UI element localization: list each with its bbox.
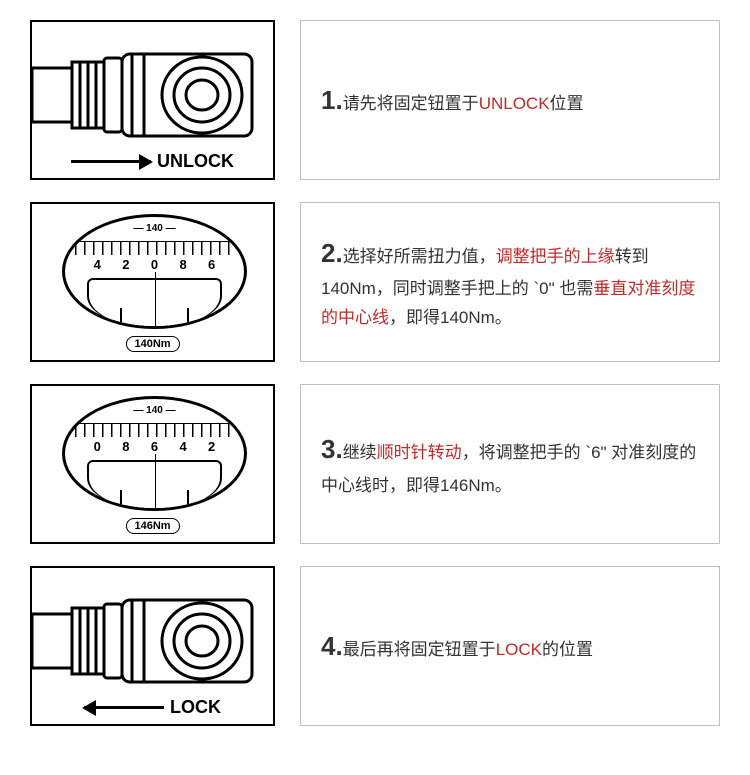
scale-digit: 6 — [208, 257, 215, 272]
highlight-text: LOCK — [496, 640, 542, 659]
highlight-text: UNLOCK — [479, 94, 550, 113]
plain-text: 请先将固定钮置于 — [343, 94, 479, 113]
scale-numbers: 4 2 0 8 6 — [65, 257, 244, 272]
step-number: 3. — [321, 434, 343, 464]
step-row: LOCK 4.最后再将固定钮置于LOCK的位置 — [30, 566, 720, 726]
scale-digit: 2 — [208, 439, 215, 454]
plain-text: 选择好所需扭力值， — [343, 247, 496, 266]
dial-illustration: — 140 — 4 2 0 8 6 — [62, 214, 247, 329]
scale-digit: 2 — [122, 257, 129, 272]
torque-badge: 140Nm — [125, 336, 179, 352]
step-number: 2. — [321, 238, 343, 268]
arrow-left-icon — [84, 706, 164, 709]
illustration-box: LOCK — [30, 566, 275, 726]
arrow-label: LOCK — [32, 697, 273, 718]
wrench-handle-icon — [32, 586, 277, 696]
arrow-right-icon — [71, 160, 151, 163]
scale-digit: 8 — [179, 257, 186, 272]
instruction-text: 2.选择好所需扭力值，调整把手的上缘转到140Nm，同时调整手把上的 `0" 也… — [321, 231, 699, 333]
illustration-box: UNLOCK — [30, 20, 275, 180]
step-row: — 140 — 4 2 0 8 6 140Nm 2.选择好所需扭力值，调整把手的上缘转到1… — [30, 202, 720, 362]
plain-text: 的位置 — [542, 640, 593, 659]
scale-digit: 8 — [122, 439, 129, 454]
instruction-text-box: 2.选择好所需扭力值，调整把手的上缘转到140Nm，同时调整手把上的 `0" 也… — [300, 202, 720, 362]
plain-text: 位置 — [550, 94, 584, 113]
instruction-text-box: 1.请先将固定钮置于UNLOCK位置 — [300, 20, 720, 180]
scale-ticks — [75, 241, 234, 255]
scale-top-mark: — 140 — — [65, 405, 244, 416]
instruction-text: 1.请先将固定钮置于UNLOCK位置 — [321, 78, 584, 122]
plain-text: 最后再将固定钮置于 — [343, 640, 496, 659]
highlight-text: 调整把手的上缘 — [496, 247, 615, 266]
scale-digit: 6 — [151, 439, 158, 454]
torque-badge: 146Nm — [125, 518, 179, 534]
plain-text: ，即得140Nm。 — [389, 308, 512, 327]
instruction-text-box: 4.最后再将固定钮置于LOCK的位置 — [300, 566, 720, 726]
plain-text: 继续 — [343, 443, 377, 462]
scale-numbers: 0 8 6 4 2 — [65, 439, 244, 454]
arrow-text: UNLOCK — [157, 151, 234, 172]
step-row: UNLOCK 1.请先将固定钮置于UNLOCK位置 — [30, 20, 720, 180]
scale-top-mark: — 140 — — [65, 223, 244, 234]
arrow-label: UNLOCK — [32, 151, 273, 172]
scale-digit: 4 — [94, 257, 101, 272]
step-row: — 140 — 0 8 6 4 2 146Nm 3.继续顺时针转动，将调整把手的 `6" … — [30, 384, 720, 544]
instruction-text: 3.继续顺时针转动，将调整把手的 `6" 对准刻度的中心线时，即得146Nm。 — [321, 427, 699, 500]
illustration-box: — 140 — 0 8 6 4 2 146Nm — [30, 384, 275, 544]
center-line — [155, 454, 157, 508]
scale-digit: 4 — [179, 439, 186, 454]
scale-digit: 0 — [94, 439, 101, 454]
step-number: 1. — [321, 85, 343, 115]
instruction-text-box: 3.继续顺时针转动，将调整把手的 `6" 对准刻度的中心线时，即得146Nm。 — [300, 384, 720, 544]
arrow-text: LOCK — [170, 697, 221, 718]
wrench-handle-icon — [32, 40, 277, 150]
highlight-text: 顺时针转动 — [377, 443, 462, 462]
instruction-grid: UNLOCK 1.请先将固定钮置于UNLOCK位置 — 140 — 42086 … — [30, 20, 720, 726]
scale-ticks — [75, 423, 234, 437]
illustration-box: — 140 — 4 2 0 8 6 140Nm — [30, 202, 275, 362]
instruction-text: 4.最后再将固定钮置于LOCK的位置 — [321, 624, 593, 668]
step-number: 4. — [321, 631, 343, 661]
dial-illustration: — 140 — 0 8 6 4 2 — [62, 396, 247, 511]
scale-digit: 0 — [151, 257, 158, 272]
center-line — [155, 272, 157, 326]
